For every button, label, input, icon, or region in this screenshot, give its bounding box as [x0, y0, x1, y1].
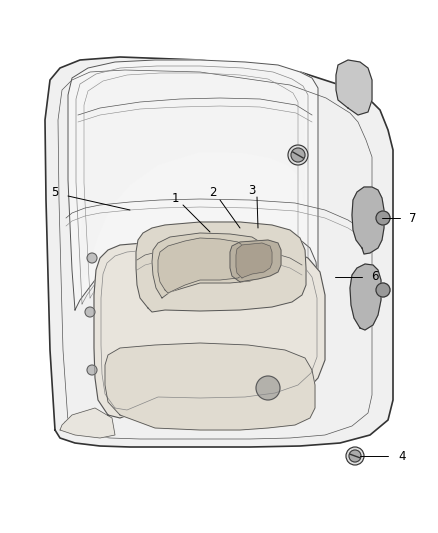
Circle shape	[256, 376, 280, 400]
Circle shape	[349, 450, 361, 462]
Polygon shape	[230, 240, 281, 282]
Text: 3: 3	[248, 183, 256, 197]
Polygon shape	[350, 264, 381, 330]
Text: 5: 5	[51, 187, 59, 199]
Polygon shape	[336, 60, 372, 115]
Circle shape	[376, 211, 390, 225]
Circle shape	[291, 148, 305, 162]
Polygon shape	[45, 57, 393, 447]
Text: 4: 4	[398, 449, 406, 463]
Text: 7: 7	[409, 212, 417, 224]
Polygon shape	[158, 238, 248, 293]
Polygon shape	[136, 222, 306, 312]
Polygon shape	[105, 343, 315, 430]
Polygon shape	[236, 243, 272, 278]
Text: 2: 2	[209, 187, 217, 199]
Polygon shape	[352, 187, 384, 254]
Polygon shape	[152, 233, 263, 298]
Polygon shape	[94, 240, 325, 418]
Circle shape	[87, 253, 97, 263]
Circle shape	[376, 283, 390, 297]
Circle shape	[87, 365, 97, 375]
Polygon shape	[78, 67, 305, 295]
Circle shape	[85, 307, 95, 317]
Text: 1: 1	[171, 191, 179, 205]
Text: 6: 6	[371, 271, 379, 284]
Polygon shape	[68, 60, 318, 310]
Polygon shape	[60, 408, 115, 438]
Circle shape	[288, 145, 308, 165]
Circle shape	[346, 447, 364, 465]
